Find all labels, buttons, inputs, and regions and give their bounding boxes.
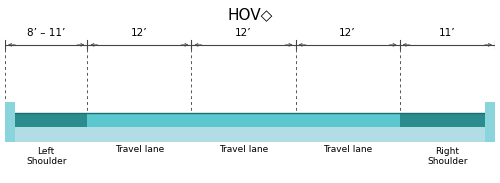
Bar (192, 113, 296, 127)
Bar (4, 102, 14, 142)
Bar (5, 113, 87, 127)
Text: Travel lane: Travel lane (323, 145, 372, 154)
Text: 12’: 12’ (235, 28, 252, 38)
Text: 12’: 12’ (340, 28, 356, 38)
Text: Left
Shoulder: Left Shoulder (26, 147, 66, 167)
Text: Travel lane: Travel lane (219, 145, 268, 154)
Text: 12’: 12’ (131, 28, 148, 38)
Bar (5, 127, 495, 142)
Text: HOV◇: HOV◇ (228, 7, 272, 22)
Bar (296, 113, 400, 127)
Bar (88, 113, 192, 127)
Text: Right
Shoulder: Right Shoulder (427, 147, 468, 167)
Bar (486, 102, 496, 142)
Text: 8’ – 11’: 8’ – 11’ (27, 28, 66, 38)
Text: 11’: 11’ (439, 28, 456, 38)
Bar (400, 113, 495, 127)
Text: Travel lane: Travel lane (115, 145, 164, 154)
